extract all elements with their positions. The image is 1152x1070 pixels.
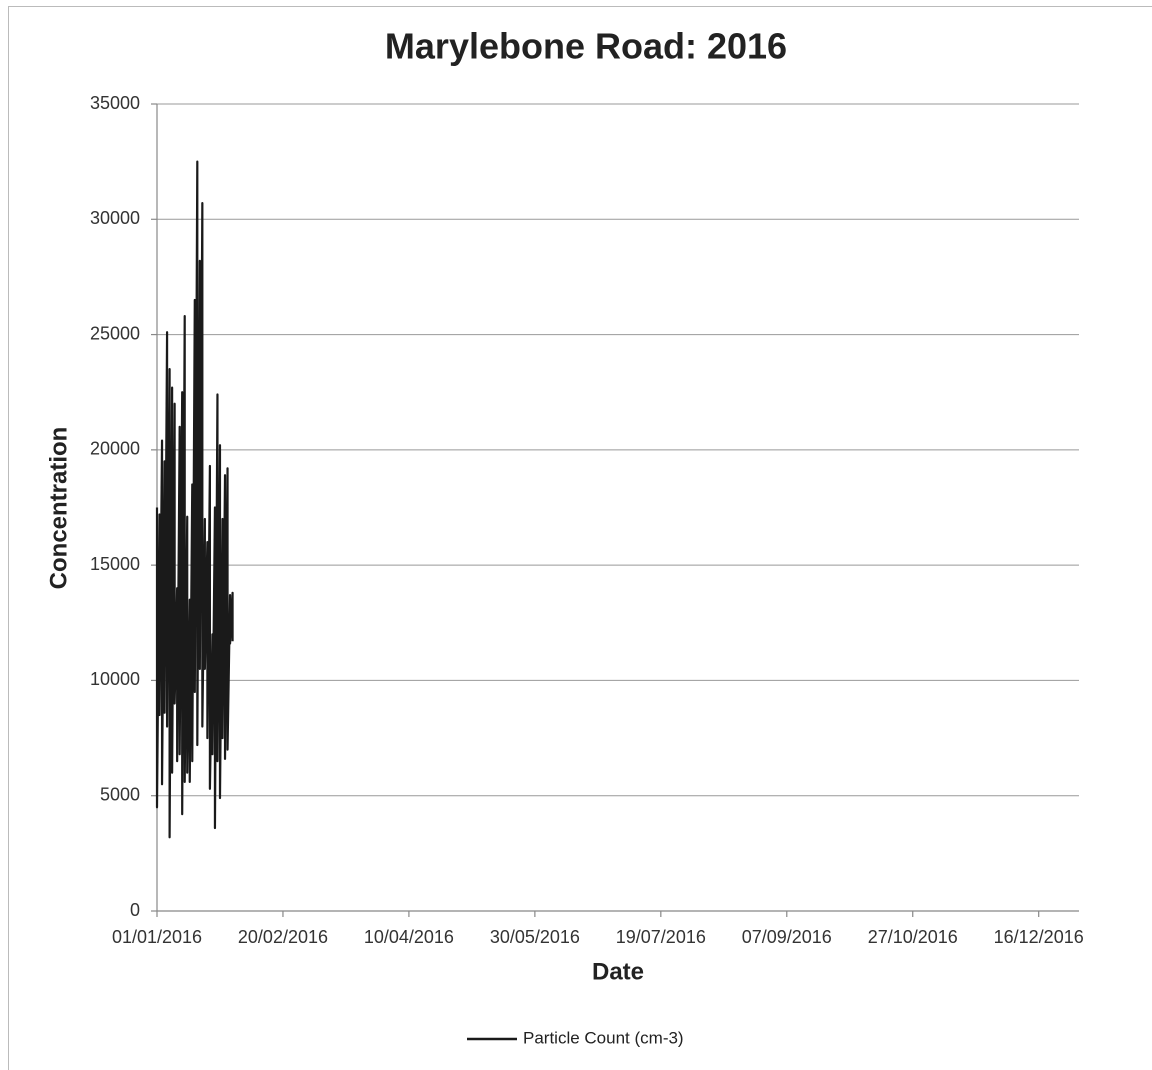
x-tick-label: 30/05/2016 (490, 927, 580, 947)
y-tick-label: 30000 (90, 208, 140, 228)
y-axis-label: Concentration (45, 427, 72, 590)
y-tick-label: 20000 (90, 439, 140, 459)
chart-title: Marylebone Road: 2016 (385, 26, 787, 67)
x-tick-label: 20/02/2016 (238, 927, 328, 947)
legend-label: Particle Count (cm-3) (523, 1028, 684, 1047)
x-tick-label: 07/09/2016 (742, 927, 832, 947)
y-tick-label: 15000 (90, 554, 140, 574)
chart-border (8, 6, 1152, 1070)
x-tick-label: 27/10/2016 (868, 927, 958, 947)
y-tick-label: 10000 (90, 669, 140, 689)
y-tick-label: 5000 (100, 784, 140, 804)
x-tick-label: 10/04/2016 (364, 927, 454, 947)
x-tick-label: 01/01/2016 (112, 927, 202, 947)
x-tick-label: 16/12/2016 (994, 927, 1084, 947)
y-tick-label: 25000 (90, 323, 140, 343)
y-tick-label: 35000 (90, 93, 140, 113)
x-tick-label: 19/07/2016 (616, 927, 706, 947)
y-tick-label: 0 (130, 900, 140, 920)
x-axis-label: Date (592, 958, 644, 985)
data-line (155, 160, 234, 839)
